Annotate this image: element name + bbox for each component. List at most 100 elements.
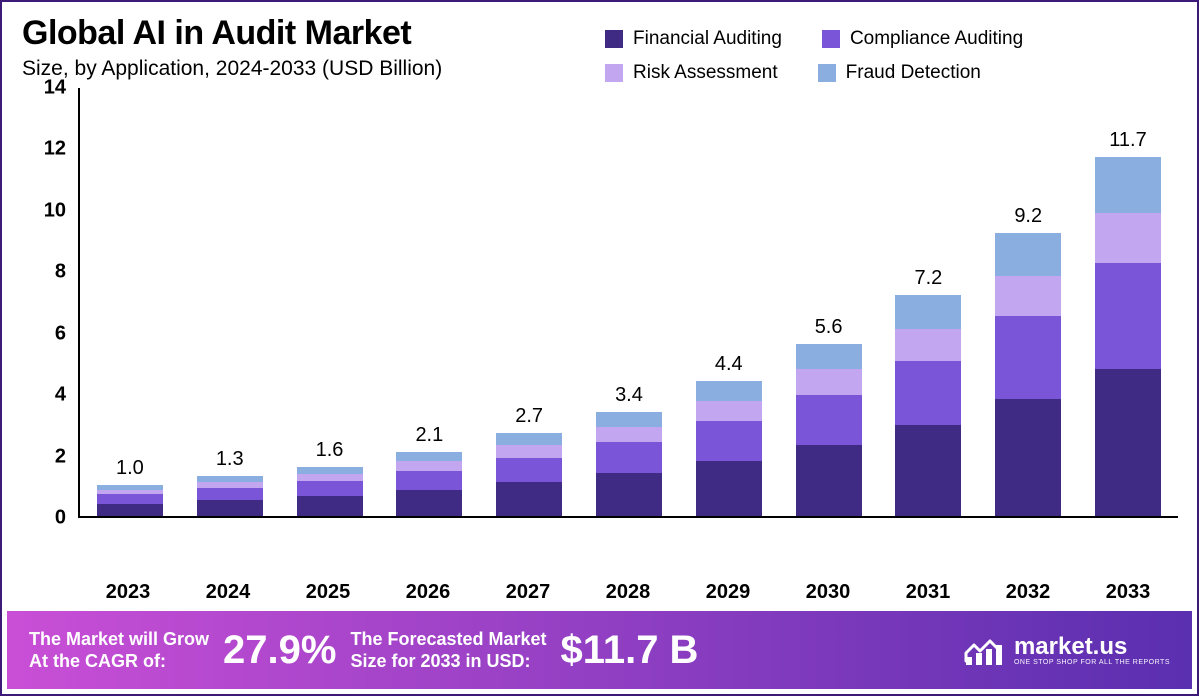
bar-segment-compliance (396, 471, 462, 490)
legend-swatch (605, 64, 623, 82)
bar-segment-compliance (1095, 263, 1161, 369)
bar-segment-risk (297, 474, 363, 481)
bar-segment-financial (596, 473, 662, 516)
legend-item-fraud: Fraud Detection (818, 62, 981, 84)
chart-header: Global AI in Audit Market Size, by Appli… (22, 14, 442, 81)
y-tick: 4 (55, 384, 66, 407)
bar-total-label: 2.1 (415, 424, 443, 447)
y-tick: 6 (55, 322, 66, 345)
bar-segment-risk (1095, 213, 1161, 262)
forecast-label: The Forecasted MarketSize for 2033 in US… (350, 628, 546, 673)
bar-segment-fraud (1095, 157, 1161, 214)
x-label: 2023 (95, 581, 161, 604)
y-tick: 0 (55, 507, 66, 530)
x-label: 2025 (295, 581, 361, 604)
bar-total-label: 3.4 (615, 384, 643, 407)
bar-2023: 1.0 (97, 485, 163, 516)
bar-segment-fraud (297, 467, 363, 474)
legend: Financial Auditing Compliance Auditing Ris… (605, 28, 1175, 84)
bar-segment-fraud (895, 295, 961, 329)
bar-2032: 9.2 (995, 233, 1061, 516)
x-label: 2026 (395, 581, 461, 604)
y-tick: 8 (55, 261, 66, 284)
bar-segment-risk (396, 461, 462, 471)
bar-segment-fraud (796, 344, 862, 369)
bar-total-label: 1.0 (116, 457, 144, 480)
bar-segment-risk (496, 445, 562, 457)
y-tick: 10 (44, 199, 66, 222)
bar-segment-risk (995, 276, 1061, 316)
bar-total-label: 4.4 (715, 353, 743, 376)
bar-segment-compliance (796, 395, 862, 446)
footer-banner: The Market will GrowAt the CAGR of: 27.9… (7, 611, 1192, 689)
bar-segment-financial (796, 445, 862, 516)
bar-2028: 3.4 (596, 412, 662, 516)
x-label: 2031 (895, 581, 961, 604)
brand-text: market.us ONE STOP SHOP FOR ALL THE REPO… (1014, 635, 1170, 666)
chart-frame: Global AI in Audit Market Size, by Appli… (0, 0, 1199, 696)
bar-segment-fraud (995, 233, 1061, 276)
bar-2030: 5.6 (796, 344, 862, 516)
brand-name: market.us (1014, 635, 1170, 659)
bar-segment-fraud (496, 433, 562, 445)
bar-2029: 4.4 (696, 381, 762, 516)
x-axis-labels: 2023202420252026202720282029203020312032… (78, 581, 1178, 604)
cagr-label: The Market will GrowAt the CAGR of: (29, 628, 209, 673)
legend-label: Risk Assessment (633, 62, 778, 84)
chart-title: Global AI in Audit Market (22, 14, 442, 53)
bar-2027: 2.7 (496, 433, 562, 516)
chart-subtitle: Size, by Application, 2024-2033 (USD Bil… (22, 57, 442, 81)
bar-total-label: 9.2 (1014, 205, 1042, 228)
legend-item-financial: Financial Auditing (605, 28, 782, 50)
bar-total-label: 5.6 (815, 316, 843, 339)
legend-swatch (818, 64, 836, 82)
bar-segment-financial (197, 500, 263, 516)
cagr-value: 27.9% (223, 628, 336, 673)
bar-segment-financial (1095, 369, 1161, 516)
bar-segment-financial (496, 482, 562, 516)
bar-2025: 1.6 (297, 467, 363, 516)
plot-area: 1.0 1.3 1.6 2.1 2.7 3.4 4.4 5.6 7.2 9.2 11.7 (78, 88, 1178, 518)
bar-segment-compliance (496, 458, 562, 483)
bar-segment-compliance (297, 481, 363, 496)
bar-total-label: 2.7 (515, 405, 543, 428)
bars-container: 1.0 1.3 1.6 2.1 2.7 3.4 4.4 5.6 7.2 9.2 11.7 (80, 88, 1178, 516)
legend-label: Financial Auditing (633, 28, 782, 50)
x-label: 2030 (795, 581, 861, 604)
bar-segment-compliance (995, 316, 1061, 399)
x-label: 2027 (495, 581, 561, 604)
bar-2031: 7.2 (895, 295, 961, 516)
bar-segment-compliance (696, 421, 762, 461)
legend-swatch (822, 30, 840, 48)
legend-label: Compliance Auditing (850, 28, 1023, 50)
bar-total-label: 1.3 (216, 448, 244, 471)
x-label: 2024 (195, 581, 261, 604)
legend-swatch (605, 30, 623, 48)
bar-2026: 2.1 (396, 452, 462, 517)
bar-segment-compliance (895, 361, 961, 426)
bar-segment-financial (995, 399, 1061, 516)
bar-segment-financial (696, 461, 762, 516)
y-tick: 2 (55, 445, 66, 468)
forecast-value: $11.7 B (561, 628, 699, 673)
chart-area: 02468101214 1.01.31.62.12.73.44.45.67.29… (22, 88, 1180, 568)
bar-2024: 1.3 (197, 476, 263, 516)
bar-segment-risk (696, 401, 762, 421)
legend-item-risk: Risk Assessment (605, 62, 778, 84)
bar-segment-risk (596, 427, 662, 442)
bar-segment-fraud (696, 381, 762, 401)
bar-2033: 11.7 (1095, 157, 1161, 516)
y-tick: 12 (44, 138, 66, 161)
bar-segment-compliance (596, 442, 662, 473)
x-label: 2028 (595, 581, 661, 604)
x-label: 2029 (695, 581, 761, 604)
brand-block: market.us ONE STOP SHOP FOR ALL THE REPO… (964, 633, 1170, 667)
brand-tagline: ONE STOP SHOP FOR ALL THE REPORTS (1014, 659, 1170, 666)
y-tick: 14 (44, 77, 66, 100)
bar-segment-fraud (396, 452, 462, 462)
bar-segment-risk (895, 329, 961, 361)
bar-segment-financial (895, 425, 961, 516)
bar-segment-compliance (97, 494, 163, 503)
bar-segment-financial (396, 490, 462, 516)
bar-segment-financial (97, 504, 163, 516)
